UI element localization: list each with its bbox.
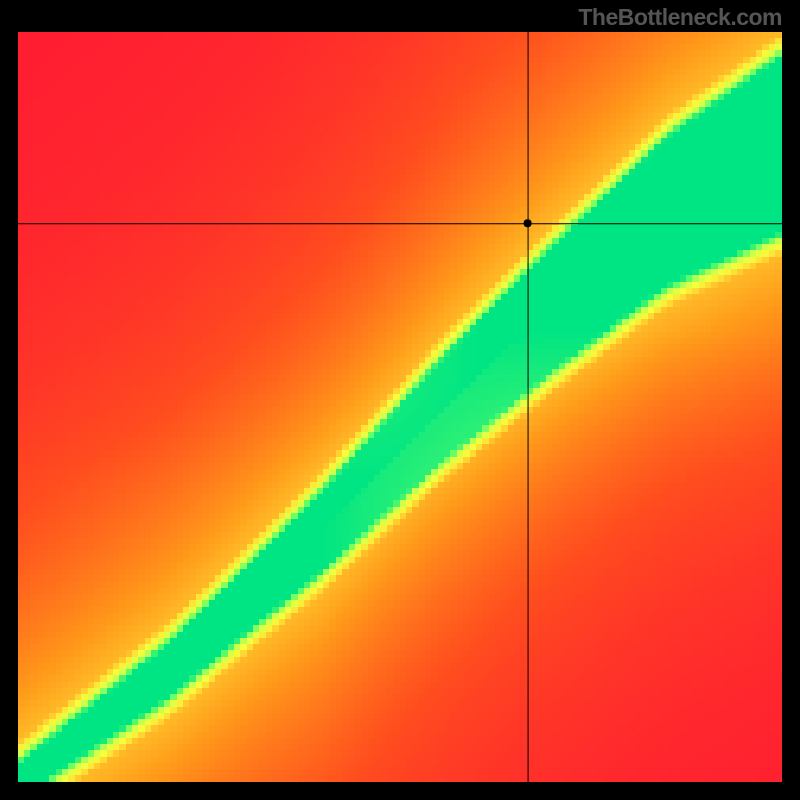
plot-frame bbox=[18, 32, 782, 782]
watermark-text: TheBottleneck.com bbox=[578, 4, 782, 31]
heatmap-canvas bbox=[18, 32, 782, 782]
outer-frame: TheBottleneck.com bbox=[0, 0, 800, 800]
